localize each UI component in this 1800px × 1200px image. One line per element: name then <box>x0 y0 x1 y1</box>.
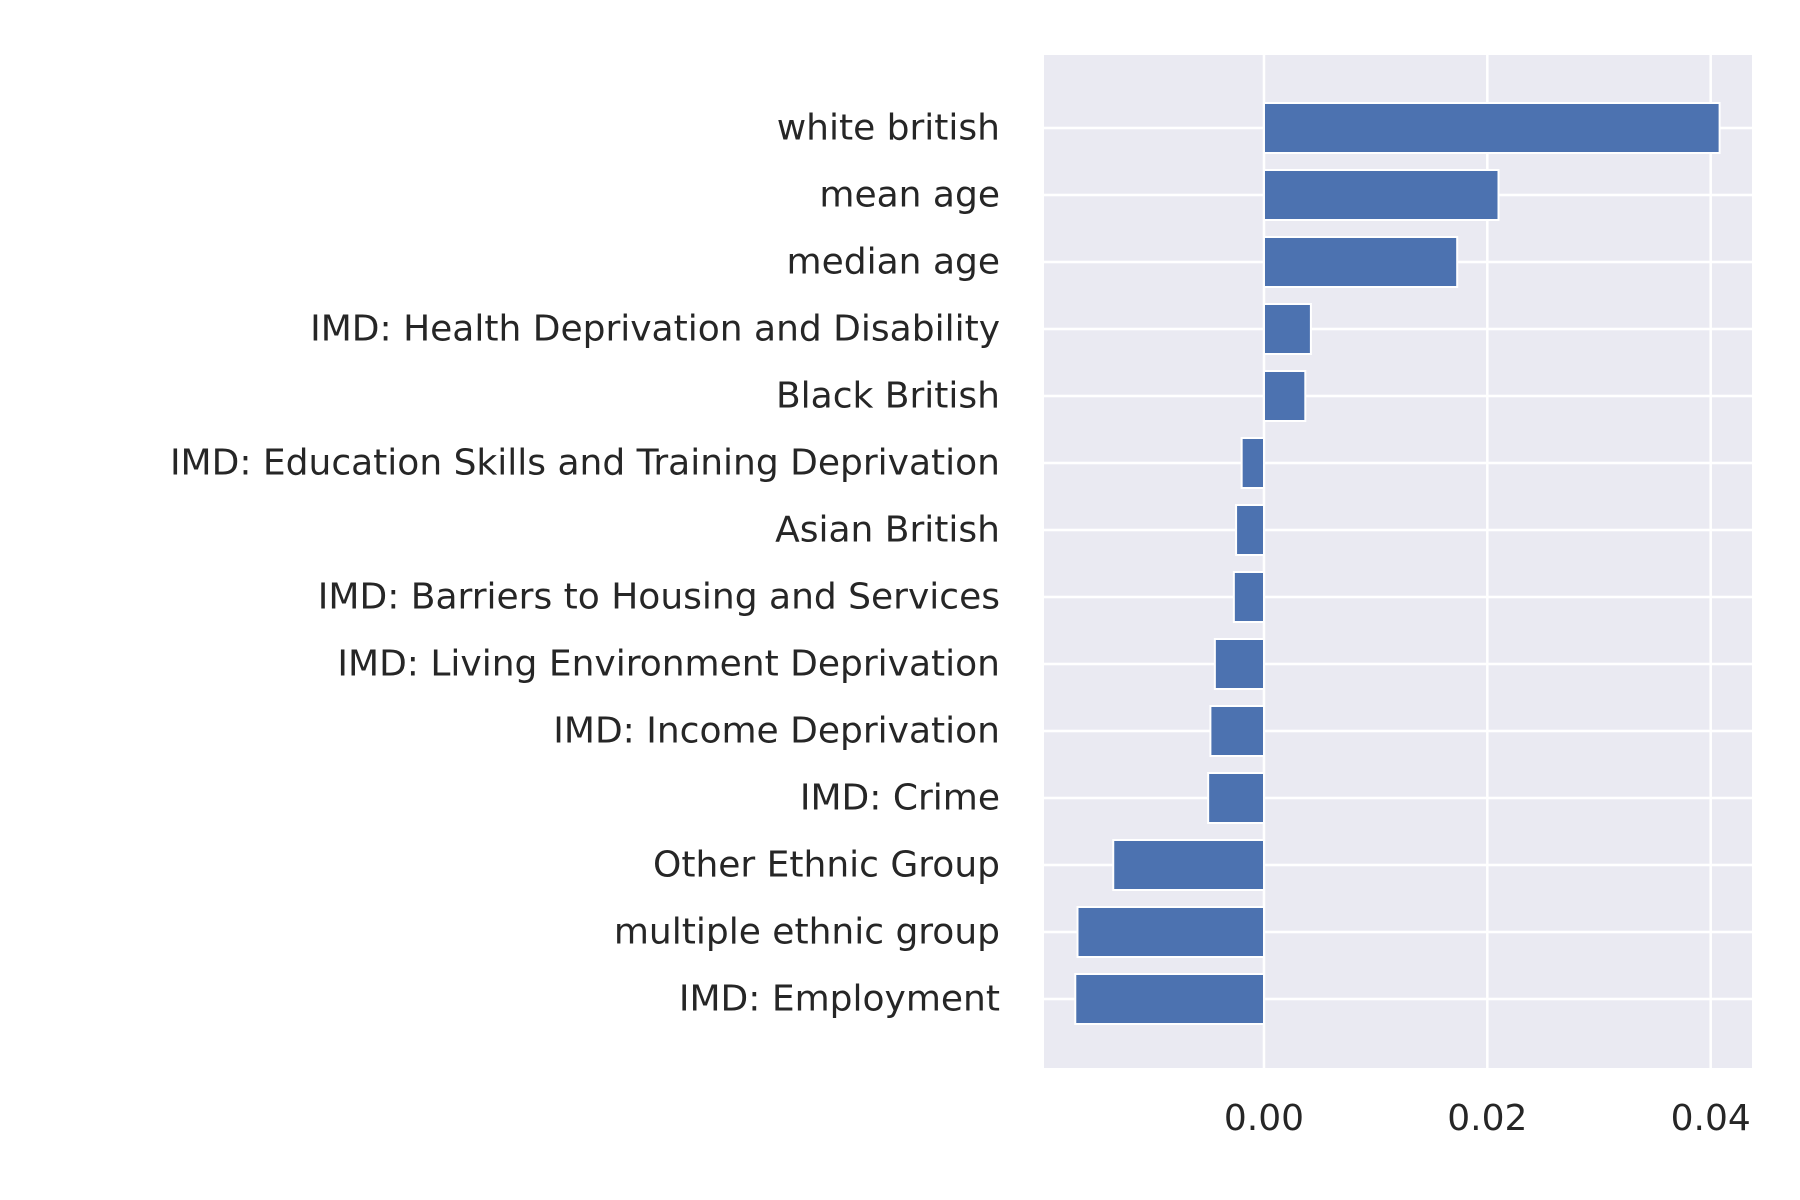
bar <box>1207 772 1265 824</box>
bar <box>1074 973 1265 1025</box>
category-label: Asian British <box>775 510 1000 551</box>
bar <box>1262 370 1307 422</box>
category-label: IMD: Income Deprivation <box>553 711 1000 752</box>
bar <box>1262 303 1312 355</box>
bar <box>1209 705 1265 757</box>
x-tick-label: 0.04 <box>1671 1098 1751 1139</box>
category-label: Other Ethnic Group <box>653 845 1000 886</box>
bar <box>1232 571 1265 623</box>
category-label: IMD: Barriers to Housing and Services <box>318 577 1000 618</box>
bar <box>1213 638 1265 690</box>
bar <box>1076 906 1265 958</box>
bar <box>1262 169 1500 221</box>
category-label: Black British <box>776 376 1000 417</box>
plot-area <box>1044 55 1752 1068</box>
category-label: IMD: Living Environment Deprivation <box>337 644 1000 685</box>
bar <box>1235 504 1265 556</box>
category-label: mean age <box>819 175 1000 216</box>
category-label: median age <box>787 242 1000 283</box>
x-tick-label: 0.00 <box>1224 1098 1304 1139</box>
bar <box>1112 839 1265 891</box>
x-tick-labels: 0.00 0.02 0.04 <box>1224 1098 1751 1139</box>
category-label: IMD: Employment <box>679 979 1000 1020</box>
category-label: IMD: Health Deprivation and Disability <box>310 309 1000 350</box>
x-tick-label: 0.02 <box>1447 1098 1527 1139</box>
bar <box>1262 236 1459 288</box>
category-labels: white british mean age median age IMD: Heal… <box>170 108 1000 1020</box>
category-label: IMD: Education Skills and Training Depri… <box>170 443 1000 484</box>
bars <box>1074 102 1721 1025</box>
category-label: multiple ethnic group <box>614 912 1000 953</box>
category-label: IMD: Crime <box>800 778 1000 819</box>
bar <box>1262 102 1721 154</box>
category-label: white british <box>777 108 1000 149</box>
grid-lines <box>1044 55 1752 1068</box>
bar <box>1240 437 1265 489</box>
